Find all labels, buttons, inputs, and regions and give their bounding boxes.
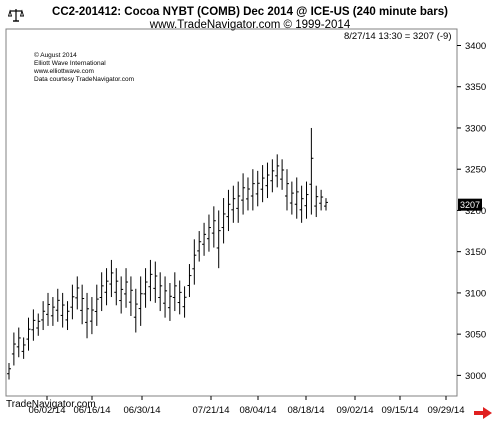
y-tick-label: 3400	[465, 41, 486, 52]
chart-title: CC2-201412: Cocoa NYBT (COMB) Dec 2014 @…	[52, 6, 448, 18]
brand-label: TradeNavigator.com	[6, 399, 96, 410]
y-tick-label: 3300	[465, 123, 486, 134]
x-tick-label: 09/15/14	[382, 405, 419, 416]
last-price-label: 3207	[460, 200, 480, 210]
x-tick-label: 06/16/14	[74, 405, 111, 416]
cursor-readout: 8/27/14 13:30 = 3207 (-9)	[344, 31, 452, 42]
y-tick-label: 3200	[465, 206, 486, 217]
y-tick-label: 3100	[465, 288, 486, 299]
right-arrow-icon[interactable]	[474, 407, 492, 419]
stamp-line-3: www.elliottwave.com	[34, 68, 94, 75]
y-tick-label: 3050	[465, 330, 486, 341]
stamp-line-1: © August 2014	[34, 52, 77, 59]
last-price-tag	[458, 198, 482, 211]
copyright-stamp: © August 2014 Elliott Wave International…	[34, 52, 134, 84]
stamp-line-4: Data courtesy TradeNavigator.com	[34, 76, 135, 83]
x-tick-label: 08/18/14	[288, 405, 325, 416]
y-tick-label: 3000	[465, 371, 486, 382]
x-tick-label: 09/29/14	[428, 405, 465, 416]
x-tick-label: 08/04/14	[240, 405, 277, 416]
x-tick-label: 07/21/14	[193, 405, 230, 416]
x-tick-label: 06/30/14	[124, 405, 161, 416]
y-tick-label: 3150	[465, 247, 486, 258]
y-tick-label: 3250	[465, 165, 486, 176]
y-tick-label: 3350	[465, 82, 486, 93]
x-tick-label: 09/02/14	[337, 405, 374, 416]
plot-frame	[5, 28, 458, 397]
chart-subtitle: www.TradeNavigator.com © 1999-2014	[149, 19, 351, 31]
x-tick-label: 06/02/14	[29, 405, 66, 416]
stamp-line-2: Elliott Wave International	[34, 60, 106, 67]
balance-scale-icon[interactable]	[8, 7, 24, 23]
